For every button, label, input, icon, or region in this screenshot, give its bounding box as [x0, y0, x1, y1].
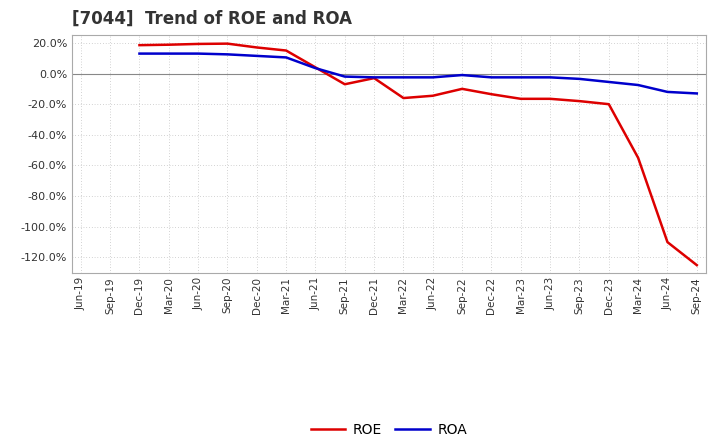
ROE: [605, 102, 613, 107]
ROE: [253, 45, 261, 50]
ROA: [164, 51, 173, 56]
ROE: [546, 96, 554, 102]
ROA: [458, 73, 467, 78]
ROA: [282, 55, 290, 60]
ROA: [487, 75, 496, 80]
ROA: [516, 75, 525, 80]
ROA: [575, 76, 584, 81]
ROA: [194, 51, 202, 56]
ROA: [634, 82, 642, 88]
ROE: [575, 99, 584, 104]
ROA: [693, 91, 701, 96]
ROA: [605, 79, 613, 84]
ROA: [546, 75, 554, 80]
ROE: [428, 93, 437, 99]
ROE: [458, 86, 467, 92]
ROE: [194, 41, 202, 47]
ROA: [663, 89, 672, 95]
ROE: [516, 96, 525, 102]
Legend: ROE, ROA: ROE, ROA: [305, 418, 472, 440]
ROA: [223, 52, 232, 57]
Line: ROA: ROA: [140, 54, 697, 93]
ROA: [135, 51, 144, 56]
ROE: [663, 239, 672, 245]
ROA: [370, 75, 379, 80]
ROA: [428, 75, 437, 80]
ROE: [370, 76, 379, 81]
ROE: [634, 155, 642, 161]
ROA: [253, 53, 261, 59]
ROA: [311, 66, 320, 71]
ROE: [487, 92, 496, 97]
ROE: [311, 65, 320, 70]
ROE: [164, 42, 173, 48]
ROE: [223, 41, 232, 46]
Text: [7044]  Trend of ROE and ROA: [7044] Trend of ROE and ROA: [72, 10, 352, 28]
ROE: [399, 95, 408, 101]
Line: ROE: ROE: [140, 44, 697, 265]
ROE: [282, 48, 290, 53]
ROE: [341, 81, 349, 87]
ROA: [399, 75, 408, 80]
ROA: [341, 74, 349, 79]
ROE: [135, 43, 144, 48]
ROE: [693, 263, 701, 268]
